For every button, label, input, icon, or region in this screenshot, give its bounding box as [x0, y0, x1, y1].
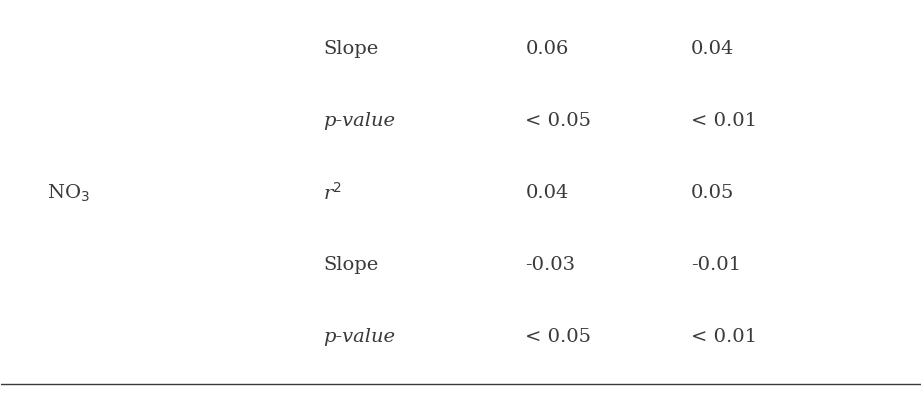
Text: Slope: Slope — [323, 40, 378, 58]
Text: < 0.01: < 0.01 — [691, 112, 757, 130]
Text: < 0.01: < 0.01 — [691, 327, 757, 345]
Text: p-value: p-value — [323, 327, 396, 345]
Text: r$^2$: r$^2$ — [323, 182, 342, 203]
Text: 0.04: 0.04 — [526, 184, 569, 202]
Text: 0.06: 0.06 — [526, 40, 569, 58]
Text: < 0.05: < 0.05 — [526, 112, 591, 130]
Text: -0.01: -0.01 — [691, 255, 740, 273]
Text: NO$_3$: NO$_3$ — [47, 182, 90, 203]
Text: 0.04: 0.04 — [691, 40, 734, 58]
Text: p-value: p-value — [323, 112, 396, 130]
Text: -0.03: -0.03 — [526, 255, 575, 273]
Text: 0.05: 0.05 — [691, 184, 734, 202]
Text: < 0.05: < 0.05 — [526, 327, 591, 345]
Text: Slope: Slope — [323, 255, 378, 273]
